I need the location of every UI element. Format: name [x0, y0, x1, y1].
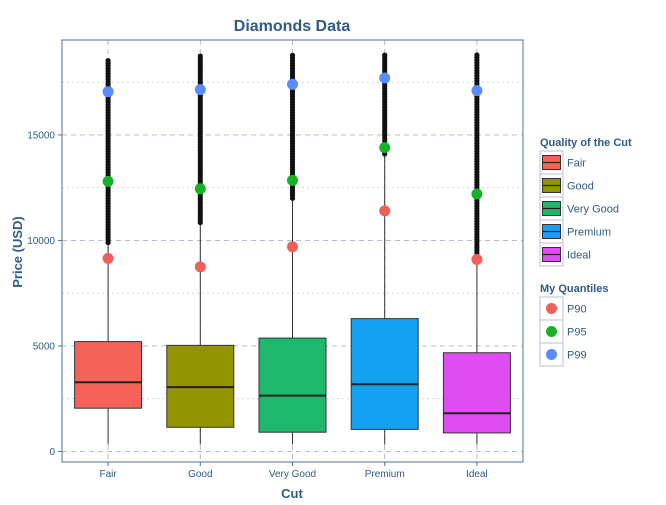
x-tick-label: Fair — [99, 469, 117, 480]
quantile-point-p90 — [287, 241, 298, 253]
quantile-legend-label: P95 — [567, 327, 587, 339]
y-tick-label: 5000 — [33, 341, 56, 352]
quantile-point-p99 — [471, 85, 483, 97]
fill-legend-label: Very Good — [567, 204, 619, 216]
quantile-point-p99 — [194, 84, 206, 96]
quantile-points — [102, 72, 483, 273]
quantile-legend-label: P99 — [567, 350, 587, 362]
outlier-point — [474, 52, 480, 58]
y-tick-label: 15000 — [27, 130, 55, 141]
y-tick-label: 0 — [49, 447, 55, 458]
fill-legend-label: Fair — [567, 158, 586, 170]
outlier-point — [289, 52, 296, 58]
quantile-point-p99 — [287, 78, 298, 90]
quantile-point-p90 — [471, 253, 483, 265]
quantile-legend-label: P90 — [567, 304, 587, 316]
box-3 — [350, 318, 419, 430]
axes: 0 5000 10000 15000 Fair Good Very Good Premium I… — [27, 130, 488, 480]
fill-legend-label: Ideal — [567, 250, 591, 262]
legend-point — [546, 349, 557, 360]
box-plots — [74, 52, 511, 445]
box-4 — [442, 352, 511, 434]
y-axis-title: Price (USD) — [10, 216, 25, 288]
legend-point — [546, 303, 557, 314]
quantile-point-p90 — [102, 252, 114, 264]
box-0 — [74, 341, 143, 409]
quantile-point-p95 — [379, 142, 391, 154]
quantile-point-p99 — [102, 86, 114, 98]
quantile-point-p90 — [194, 261, 206, 273]
quantile-point-p95 — [194, 183, 206, 195]
box-2 — [258, 337, 327, 433]
x-tick-label: Ideal — [466, 469, 488, 480]
fill-legend: Quality of the Cut Fair Good Very Good Prem… — [539, 137, 632, 267]
y-tick-label: 10000 — [27, 236, 55, 247]
quantile-legend-title: My Quantiles — [540, 283, 608, 295]
x-tick-label: Very Good — [269, 469, 316, 480]
x-axis-title: Cut — [281, 486, 303, 501]
quantile-point-p95 — [287, 174, 298, 186]
quantile-point-p99 — [379, 72, 391, 84]
chart-title: Diamonds Data — [234, 18, 351, 35]
outlier-point — [105, 58, 111, 64]
quantile-point-p90 — [379, 205, 391, 217]
quantile-point-p95 — [102, 175, 114, 187]
quantile-legend: My Quantiles P90 P95 P99 — [539, 283, 608, 367]
outlier-point — [382, 52, 388, 58]
quantile-point-p95 — [471, 188, 483, 200]
x-tick-label: Good — [188, 469, 212, 480]
x-tick-label: Premium — [365, 469, 405, 480]
fill-legend-label: Good — [567, 181, 594, 193]
outlier-point — [197, 53, 203, 59]
fill-legend-title: Quality of the Cut — [540, 137, 632, 149]
fill-legend-label: Premium — [567, 227, 611, 239]
legend-point — [546, 326, 557, 337]
